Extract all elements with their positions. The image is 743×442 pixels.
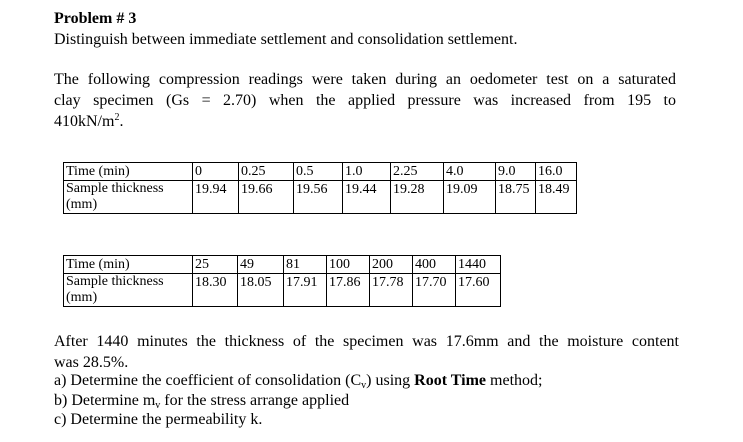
table1-thickness-cell: 19.94	[192, 180, 239, 214]
table2-time-cell: 81	[283, 255, 327, 274]
table2-thickness-cell: 17.91	[283, 273, 327, 307]
table2-time-cell: 49	[237, 255, 284, 274]
task-list: a) Determine the coefficient of consolid…	[54, 371, 542, 430]
task-a-end: method;	[486, 372, 543, 389]
table2-time-row: Time (min) 25 49 81 100 200 400 1440	[63, 255, 501, 274]
table1-time-row: Time (min) 0 0.25 0.5 1.0 2.25 4.0 9.0 1…	[63, 162, 577, 181]
table1-time-cell: 0.5	[293, 162, 343, 181]
table1-time-cell: 4.0	[443, 162, 496, 181]
table2-time-cell: 200	[369, 255, 413, 274]
intro-paragraph: The following compression readings were …	[54, 69, 676, 132]
table2-thickness-label: Sample thickness (mm)	[63, 273, 193, 307]
table1-time-cell: 0.25	[238, 162, 294, 181]
after-paragraph: After 1440 minutes the thickness of the …	[54, 331, 679, 373]
table1-time-cell: 16.0	[535, 162, 577, 181]
table1-thickness-row: Sample thickness (mm) 19.94 19.66 19.56 …	[63, 180, 577, 214]
readings-table-2: Time (min) 25 49 81 100 200 400 1440 Sam…	[63, 255, 501, 307]
table2-thickness-cell: 17.70	[412, 273, 456, 307]
table2-thickness-row: Sample thickness (mm) 18.30 18.05 17.91 …	[63, 273, 501, 307]
intro-line-2: clay specimen (Gs = 2.70) when the appli…	[54, 92, 676, 109]
table1-thickness-cell: 19.44	[342, 180, 391, 214]
table1-time-cell: 2.25	[390, 162, 444, 181]
table2-time-cell: 1440	[455, 255, 501, 274]
task-a: a) Determine the coefficient of consolid…	[54, 371, 542, 391]
pressure-unit-exponent: 2	[114, 112, 120, 123]
table1-thickness-label: Sample thickness (mm)	[63, 180, 193, 214]
intro-line-1: The following compression readings were …	[54, 71, 676, 88]
task-a-subscript: v	[361, 380, 367, 391]
table2-thickness-cell: 18.30	[192, 273, 238, 307]
table2-time-label: Time (min)	[63, 255, 193, 274]
task-a-method: Root Time	[414, 372, 487, 389]
table2-thickness-cell: 18.05	[237, 273, 284, 307]
table1-time-cell: 0	[192, 162, 239, 181]
table2-time-cell: 100	[326, 255, 370, 274]
task-b-end: for the stress arrange applied	[160, 391, 350, 409]
after-line-1: After 1440 minutes the thickness of the …	[54, 333, 679, 350]
table2-thickness-cell: 17.78	[369, 273, 413, 307]
table1-thickness-cell: 18.75	[495, 180, 536, 214]
table1-time-cell: 9.0	[495, 162, 536, 181]
pressure-value: 410kN/m	[54, 113, 115, 130]
table2-time-cell: 25	[192, 255, 238, 274]
table2-time-cell: 400	[412, 255, 456, 274]
intro-line-3: 410kN/m2.	[54, 111, 676, 132]
table1-thickness-cell: 19.66	[238, 180, 294, 214]
table2-thickness-cell: 17.86	[326, 273, 370, 307]
table1-thickness-cell: 18.49	[535, 180, 577, 214]
table1-thickness-cell: 19.28	[390, 180, 444, 214]
task-c: c) Determine the permeability k.	[54, 411, 263, 428]
after-line-2: was 28.5%.	[54, 354, 129, 371]
intro-period: .	[119, 113, 124, 130]
table1-thickness-cell: 19.56	[293, 180, 343, 214]
task-b-subscript: v	[155, 399, 161, 411]
question-text: Distinguish between immediate settlement…	[54, 31, 518, 48]
problem-title: Problem # 3	[54, 10, 137, 27]
table1-thickness-cell: 19.09	[443, 180, 496, 214]
table1-time-cell: 1.0	[342, 162, 391, 181]
task-a-mid: ) using	[366, 372, 415, 389]
task-b-prefix: b) Determine m	[54, 391, 156, 409]
table1-time-label: Time (min)	[63, 162, 193, 181]
table2-thickness-cell: 17.60	[455, 273, 501, 307]
task-a-prefix: a) Determine the coefficient of consolid…	[54, 372, 362, 389]
task-b: b) Determine mv for the stress arrange a…	[54, 391, 542, 411]
readings-table-1: Time (min) 0 0.25 0.5 1.0 2.25 4.0 9.0 1…	[63, 162, 577, 214]
